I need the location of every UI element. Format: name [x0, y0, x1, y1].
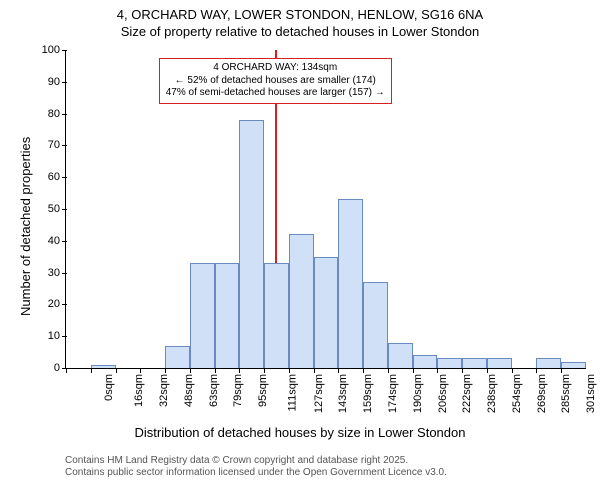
histogram-bar [413, 355, 438, 368]
x-tick-label: 301sqm [585, 374, 597, 413]
histogram-bar [165, 346, 190, 368]
histogram-bar [363, 282, 388, 368]
histogram-bar [338, 199, 363, 368]
x-tick-label: 16sqm [133, 374, 145, 407]
y-tick: 0 [54, 362, 66, 374]
y-tick: 50 [48, 203, 66, 215]
x-tick-label: 95sqm [257, 374, 269, 407]
x-tick-label: 269sqm [536, 374, 548, 413]
y-tick: 70 [48, 139, 66, 151]
x-tick-mark [512, 368, 513, 373]
x-tick-mark [561, 368, 562, 373]
x-tick-mark [413, 368, 414, 373]
x-tick-mark [264, 368, 265, 373]
x-tick-label: 32sqm [158, 374, 170, 407]
x-tick-label: 174sqm [387, 374, 399, 413]
x-tick-label: 254sqm [511, 374, 523, 413]
x-tick-label: 190sqm [412, 374, 424, 413]
y-tick: 80 [48, 108, 66, 120]
x-tick-mark [363, 368, 364, 373]
annotation-line-3: 47% of semi-detached houses are larger (… [166, 87, 385, 100]
histogram-bar [239, 120, 264, 368]
y-tick: 90 [48, 76, 66, 88]
x-tick-mark [437, 368, 438, 373]
annotation-line-1: 4 ORCHARD WAY: 134sqm [166, 62, 385, 75]
x-tick-mark [239, 368, 240, 373]
x-tick-label: 127sqm [313, 374, 325, 413]
x-tick-mark [165, 368, 166, 373]
histogram-bar [289, 234, 314, 368]
x-tick-mark [388, 368, 389, 373]
x-tick-label: 48sqm [183, 374, 195, 407]
x-tick-mark [66, 368, 67, 373]
histogram-bar [536, 358, 561, 368]
y-tick: 20 [48, 298, 66, 310]
y-tick: 30 [48, 267, 66, 279]
histogram-bar [462, 358, 487, 368]
x-tick-mark [314, 368, 315, 373]
y-tick: 100 [42, 44, 66, 56]
histogram-bar [437, 358, 462, 368]
x-tick-label: 63sqm [208, 374, 220, 407]
x-tick-mark [190, 368, 191, 373]
annotation-box: 4 ORCHARD WAY: 134sqm ← 52% of detached … [159, 58, 392, 104]
histogram-bar [91, 365, 116, 368]
y-tick: 10 [48, 330, 66, 342]
x-tick-label: 159sqm [362, 374, 374, 413]
x-tick-mark [215, 368, 216, 373]
histogram-bar [190, 263, 215, 368]
x-tick-mark [536, 368, 537, 373]
title-line-1: 4, ORCHARD WAY, LOWER STONDON, HENLOW, S… [0, 7, 600, 22]
x-tick-label: 285sqm [560, 374, 572, 413]
x-tick-label: 0sqm [103, 374, 115, 401]
x-tick-mark [487, 368, 488, 373]
footer-line-2: Contains public sector information licen… [65, 467, 447, 479]
x-tick-mark [140, 368, 141, 373]
histogram-bar [215, 263, 240, 368]
y-tick: 60 [48, 171, 66, 183]
x-tick-label: 79sqm [232, 374, 244, 407]
histogram-bar [314, 257, 339, 368]
x-tick-mark [338, 368, 339, 373]
histogram-bar [388, 343, 413, 368]
x-tick-label: 222sqm [461, 374, 473, 413]
footer-credits: Contains HM Land Registry data © Crown c… [65, 455, 447, 479]
x-tick-label: 238sqm [486, 374, 498, 413]
x-tick-label: 111sqm [286, 374, 298, 412]
x-tick-mark [289, 368, 290, 373]
plot-area: 4 ORCHARD WAY: 134sqm ← 52% of detached … [65, 50, 586, 369]
annotation-line-2: ← 52% of detached houses are smaller (17… [166, 75, 385, 88]
chart-container: 4, ORCHARD WAY, LOWER STONDON, HENLOW, S… [0, 0, 600, 500]
x-axis-label: Distribution of detached houses by size … [0, 425, 600, 440]
x-tick-mark [91, 368, 92, 373]
title-line-2: Size of property relative to detached ho… [0, 24, 600, 39]
y-tick: 40 [48, 235, 66, 247]
x-tick-mark [116, 368, 117, 373]
histogram-bar [561, 362, 586, 368]
x-tick-mark [462, 368, 463, 373]
x-tick-label: 206sqm [437, 374, 449, 413]
histogram-bar [487, 358, 512, 368]
footer-line-1: Contains HM Land Registry data © Crown c… [65, 455, 447, 467]
y-axis-label: Number of detached properties [18, 137, 33, 316]
x-tick-label: 143sqm [338, 374, 350, 413]
histogram-bar [264, 263, 289, 368]
